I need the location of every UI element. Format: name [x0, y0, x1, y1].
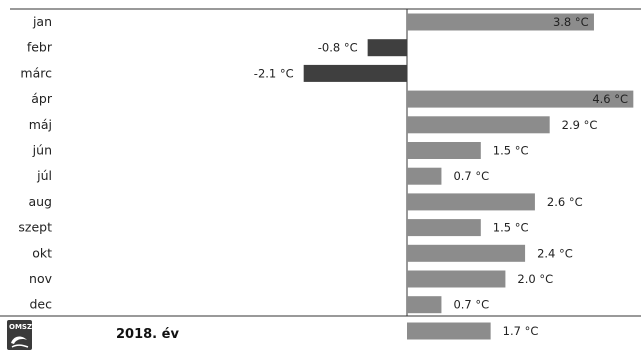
month-label: dec [30, 297, 53, 312]
month-label: júl [36, 168, 52, 183]
month-label: jún [32, 143, 52, 158]
month-row: aug 2.6 °C [28, 193, 583, 211]
month-row: jan 3.8 °C [32, 13, 594, 31]
month-bar [407, 193, 535, 211]
month-label: nov [29, 271, 53, 286]
month-value-label: -2.1 °C [254, 66, 294, 80]
month-label: aug [28, 194, 52, 209]
month-row: júl 0.7 °C [36, 167, 489, 185]
month-value-label: 2.9 °C [562, 118, 598, 132]
month-bar [407, 13, 594, 31]
month-label: ápr [31, 91, 53, 106]
month-rows: jan 3.8 °C febr -0.8 °C márc -2.1 °C ápr 4.6 °C… [18, 13, 634, 314]
month-row: febr -0.8 °C [27, 39, 407, 57]
month-value-label: 3.8 °C [553, 15, 589, 29]
month-row: okt 2.4 °C [32, 244, 573, 262]
annual-value-label: 1.7 °C [503, 324, 539, 338]
omsz-logo-text: OMSZ [9, 323, 32, 331]
month-row: márc -2.1 °C [20, 64, 407, 82]
month-row: dec 0.7 °C [30, 296, 489, 314]
month-value-label: 0.7 °C [453, 169, 489, 183]
month-bar [367, 39, 407, 57]
month-value-label: 1.5 °C [493, 144, 529, 158]
month-value-label: 4.6 °C [592, 92, 628, 106]
annual-label: 2018. év [116, 327, 179, 342]
month-bar [407, 296, 442, 314]
annual-bar [407, 322, 491, 340]
month-row: jún 1.5 °C [32, 142, 529, 159]
omsz-logo: OMSZ [7, 320, 32, 350]
month-bar [407, 142, 481, 159]
month-value-label: 2.0 °C [517, 272, 553, 286]
month-label: jan [32, 14, 52, 29]
month-bar [407, 244, 526, 262]
month-label: febr [27, 40, 53, 55]
month-value-label: 2.4 °C [537, 246, 573, 260]
month-value-label: -0.8 °C [318, 41, 358, 55]
month-row: máj 2.9 °C [29, 116, 598, 134]
month-label: szept [18, 220, 52, 235]
month-bar [407, 219, 481, 237]
annual-row: 2018. év 1.7 °C [116, 322, 539, 342]
month-bar [407, 270, 506, 288]
month-bar [407, 167, 442, 185]
month-bar [303, 64, 407, 82]
month-value-label: 2.6 °C [547, 195, 583, 209]
month-row: nov 2.0 °C [29, 270, 553, 288]
month-bar [407, 90, 634, 108]
month-bar [407, 116, 550, 134]
month-value-label: 0.7 °C [453, 298, 489, 312]
month-label: máj [29, 117, 52, 132]
month-label: okt [32, 245, 52, 260]
month-row: ápr 4.6 °C [31, 90, 634, 108]
month-value-label: 1.5 °C [493, 221, 529, 235]
month-label: márc [20, 65, 52, 80]
month-row: szept 1.5 °C [18, 219, 529, 237]
